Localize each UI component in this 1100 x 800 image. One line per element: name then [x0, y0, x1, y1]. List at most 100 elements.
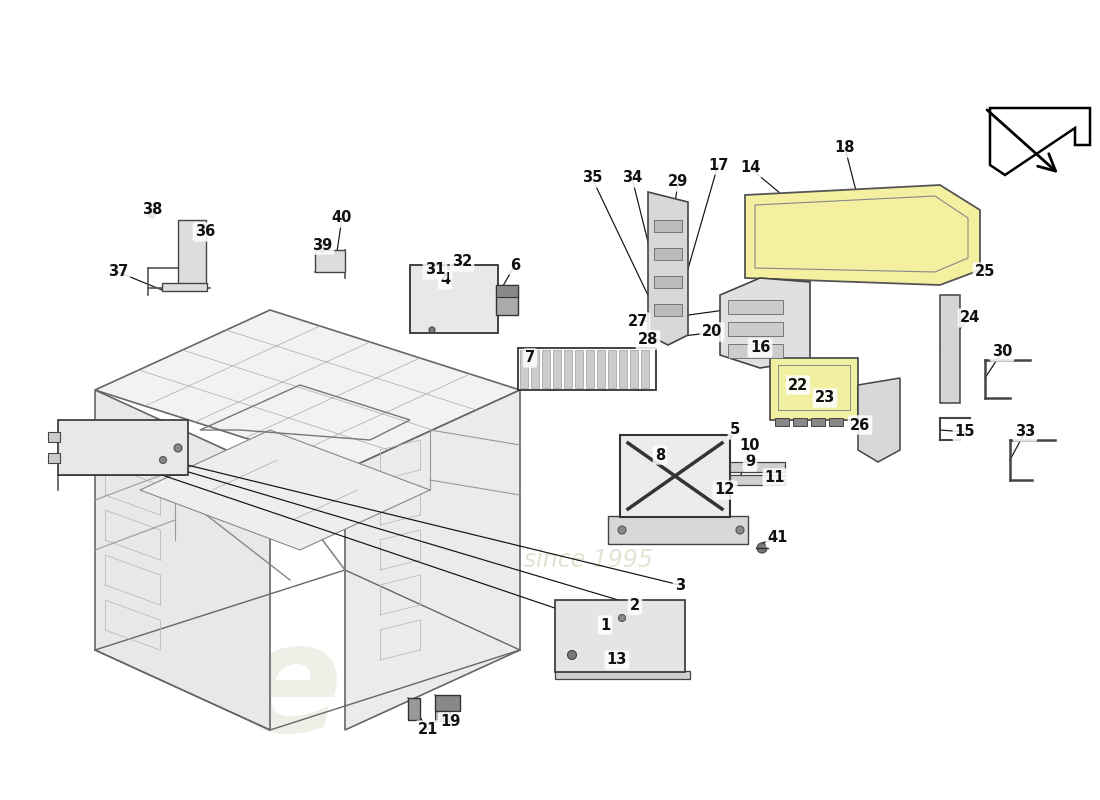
Bar — [496, 285, 518, 315]
Bar — [630, 350, 638, 388]
Bar — [730, 475, 785, 485]
Circle shape — [618, 526, 626, 534]
Bar — [542, 350, 550, 388]
Bar — [619, 350, 627, 388]
Text: 20: 20 — [702, 325, 723, 339]
Polygon shape — [745, 185, 980, 285]
Circle shape — [147, 209, 156, 218]
Bar — [654, 220, 682, 232]
Circle shape — [429, 265, 434, 271]
Bar — [575, 350, 583, 388]
Text: 39: 39 — [312, 238, 332, 253]
Text: 18: 18 — [835, 141, 856, 155]
Text: 26: 26 — [850, 418, 870, 433]
Text: 36: 36 — [195, 225, 216, 239]
Bar — [496, 285, 518, 297]
Text: 32: 32 — [452, 254, 472, 270]
Bar — [315, 250, 345, 272]
Bar — [728, 344, 783, 358]
Bar — [564, 350, 572, 388]
Bar — [940, 295, 960, 403]
Circle shape — [318, 244, 326, 252]
Text: 8: 8 — [654, 447, 666, 462]
Text: 23: 23 — [815, 390, 835, 406]
Bar — [654, 248, 682, 260]
Text: 38: 38 — [142, 202, 162, 218]
Bar — [776, 418, 789, 426]
Text: 40: 40 — [332, 210, 352, 226]
Text: 22: 22 — [788, 378, 808, 393]
Polygon shape — [720, 278, 810, 368]
Text: 7: 7 — [525, 350, 535, 366]
Bar — [48, 432, 60, 442]
Bar — [410, 265, 498, 333]
Circle shape — [174, 444, 182, 452]
Text: 16: 16 — [750, 341, 770, 355]
Bar — [520, 350, 528, 388]
Bar — [728, 322, 783, 336]
Circle shape — [757, 543, 767, 553]
Text: 4: 4 — [440, 273, 450, 287]
Text: 25: 25 — [975, 265, 996, 279]
Polygon shape — [990, 108, 1090, 175]
Bar — [730, 462, 785, 472]
Bar — [434, 695, 460, 711]
Bar — [48, 453, 60, 463]
Polygon shape — [648, 192, 688, 345]
Bar — [770, 358, 858, 420]
Circle shape — [736, 526, 744, 534]
Text: 13: 13 — [607, 653, 627, 667]
Bar — [654, 304, 682, 316]
Bar — [597, 350, 605, 388]
Bar — [608, 350, 616, 388]
Text: 28: 28 — [638, 333, 658, 347]
Text: 1: 1 — [600, 618, 610, 633]
Text: 11: 11 — [764, 470, 785, 486]
Text: 24: 24 — [960, 310, 980, 326]
Bar — [654, 276, 682, 288]
Bar — [518, 348, 656, 390]
Bar — [553, 350, 561, 388]
Text: 33: 33 — [1015, 425, 1035, 439]
Bar — [58, 420, 188, 475]
Text: 2: 2 — [630, 598, 640, 613]
Text: 37: 37 — [108, 265, 128, 279]
Circle shape — [568, 650, 576, 659]
Text: 10: 10 — [739, 438, 760, 453]
Text: 21: 21 — [418, 722, 438, 738]
Bar — [408, 698, 420, 720]
Polygon shape — [95, 310, 520, 470]
Text: 19: 19 — [440, 714, 460, 730]
Text: 6: 6 — [510, 258, 520, 273]
Text: 12: 12 — [715, 482, 735, 498]
Bar — [778, 365, 850, 410]
Text: 34: 34 — [621, 170, 642, 186]
Bar — [829, 418, 843, 426]
Circle shape — [160, 457, 166, 463]
Bar — [556, 671, 690, 679]
Bar — [531, 350, 539, 388]
Text: e: e — [239, 615, 342, 765]
Circle shape — [618, 614, 626, 622]
Bar — [556, 600, 685, 672]
Text: 9: 9 — [745, 454, 755, 470]
Bar — [811, 418, 825, 426]
Text: 35: 35 — [582, 170, 602, 186]
Bar — [608, 516, 748, 544]
Bar — [793, 418, 807, 426]
Text: 31: 31 — [425, 262, 446, 278]
Bar — [162, 283, 207, 291]
Bar — [728, 300, 783, 314]
Polygon shape — [95, 390, 270, 730]
Text: 17: 17 — [707, 158, 728, 173]
Polygon shape — [858, 378, 900, 462]
Text: a part of Parts since 1995: a part of Parts since 1995 — [348, 548, 652, 572]
Text: 27: 27 — [628, 314, 648, 330]
Bar — [178, 220, 206, 285]
Text: 41: 41 — [768, 530, 789, 546]
Bar — [620, 435, 730, 517]
Polygon shape — [140, 430, 430, 550]
Bar — [641, 350, 649, 388]
Bar — [586, 350, 594, 388]
Text: 14: 14 — [740, 161, 760, 175]
